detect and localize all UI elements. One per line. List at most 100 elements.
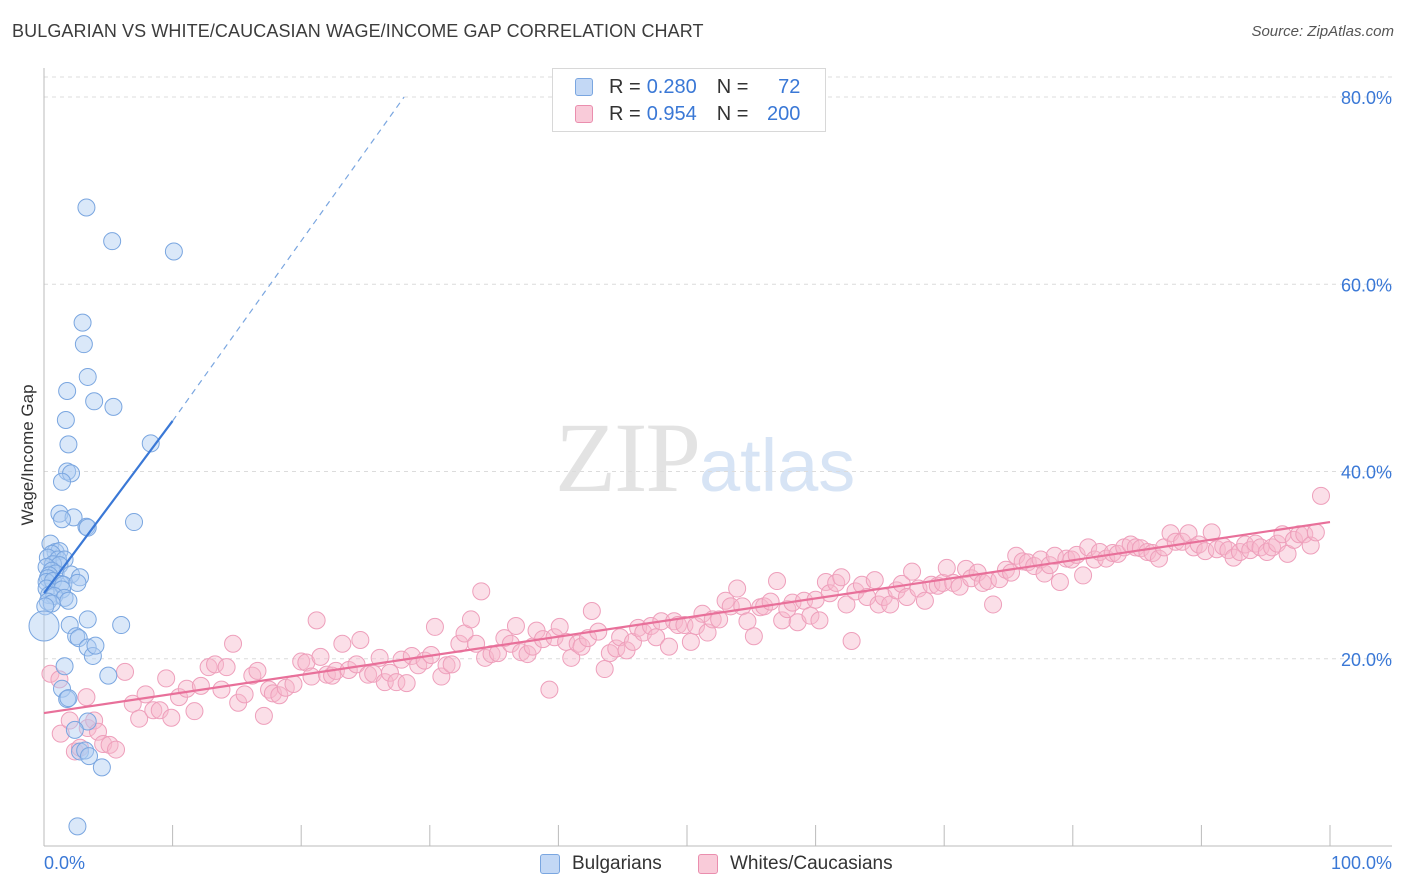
trend-line-bulgarians <box>43 420 174 594</box>
data-point-whites <box>1311 486 1330 505</box>
data-point-bulgarians <box>103 232 122 251</box>
data-point-whites <box>51 724 70 743</box>
data-point-bulgarians <box>58 690 77 709</box>
data-point-bulgarians <box>112 616 131 635</box>
y-tick-label: 40.0% <box>1341 463 1392 483</box>
data-point-whites <box>224 634 243 653</box>
data-point-whites <box>425 617 444 636</box>
data-point-whites <box>710 610 729 629</box>
data-point-whites <box>461 610 480 629</box>
data-point-whites <box>397 674 416 693</box>
legend-row-whites: R = 0.954 N = 200 <box>575 102 800 126</box>
data-point-whites <box>144 701 163 720</box>
data-point-whites <box>217 658 236 677</box>
axes <box>43 68 1392 847</box>
trend-line-bulgarians-extension <box>172 96 405 422</box>
data-point-whites <box>85 711 104 730</box>
data-point-whites <box>1074 566 1093 585</box>
grid-lines <box>44 76 1392 660</box>
data-point-whites <box>41 664 60 683</box>
data-point-whites <box>302 667 321 686</box>
data-point-bulgarians <box>56 411 75 430</box>
data-point-whites <box>116 662 135 681</box>
data-point-whites <box>744 627 763 646</box>
data-point-whites <box>623 632 642 651</box>
data-point-whites <box>162 708 181 727</box>
y-tick-label: 80.0% <box>1341 88 1392 108</box>
data-point-whites <box>107 740 126 759</box>
data-point-whites <box>77 688 96 707</box>
data-point-bulgarians <box>64 508 83 527</box>
data-point-whites <box>832 568 851 587</box>
data-point-bulgarians <box>78 610 97 629</box>
bottom-legend-whites: Whites/Caucasians <box>698 852 893 876</box>
data-point-bulgarians <box>77 198 96 217</box>
data-point-whites <box>827 573 846 592</box>
data-point-whites <box>185 702 204 721</box>
data-point-whites <box>1284 530 1303 549</box>
data-point-whites <box>387 673 406 692</box>
data-point-whites <box>810 611 829 630</box>
data-point-bulgarians <box>58 381 77 400</box>
data-point-whites <box>937 558 956 577</box>
data-point-bulgarians <box>59 591 78 610</box>
trend-line-whites <box>43 520 1331 715</box>
data-point-bulgarians <box>28 610 60 642</box>
data-point-bulgarians <box>53 510 72 529</box>
data-point-whites <box>100 735 119 754</box>
data-point-whites <box>191 676 210 695</box>
watermark: ZIPatlas <box>555 400 855 515</box>
data-point-bulgarians <box>59 435 78 454</box>
data-point-whites <box>647 628 666 647</box>
data-point-whites <box>842 631 861 650</box>
data-point-whites <box>733 597 752 616</box>
data-point-whites <box>506 616 525 635</box>
data-point-bulgarians <box>60 616 79 635</box>
legend-n-label: N = <box>716 102 749 125</box>
data-point-whites <box>595 660 614 679</box>
data-point-whites <box>472 582 491 601</box>
legend-r-value: 0.280 <box>646 75 697 98</box>
data-point-whites <box>297 653 316 672</box>
bottom-legend-bulgarians: Bulgarians <box>540 852 662 876</box>
data-point-whites <box>351 631 370 650</box>
y-tick-label: 20.0% <box>1341 650 1392 670</box>
data-point-whites <box>1121 535 1140 554</box>
source-label: Source: ZipAtlas.com <box>1251 23 1394 40</box>
data-point-whites <box>801 606 820 625</box>
data-point-bulgarians <box>83 646 102 665</box>
data-point-whites <box>254 706 273 725</box>
data-point-whites <box>512 643 531 662</box>
data-point-bulgarians <box>73 313 92 332</box>
legend-r-label: R = <box>609 75 641 98</box>
tick-labels: 20.0% 40.0% 60.0% 80.0% 0.0% 100.0% <box>44 88 1392 873</box>
data-point-whites <box>716 591 735 610</box>
data-point-whites <box>432 667 451 686</box>
data-point-whites <box>1236 535 1255 554</box>
data-point-bulgarians <box>71 742 90 761</box>
data-point-bulgarians <box>53 472 72 491</box>
data-point-whites <box>212 680 231 699</box>
data-point-bulgarians <box>69 629 88 648</box>
data-point-whites <box>1196 542 1215 561</box>
data-point-whites <box>1306 523 1325 542</box>
x-tick-label: 0.0% <box>44 853 85 873</box>
data-point-whites <box>837 595 856 614</box>
data-point-whites <box>270 686 289 705</box>
data-point-whites <box>915 591 934 610</box>
data-point-bulgarians <box>68 573 87 592</box>
watermark-atlas: atlas <box>699 424 856 507</box>
data-point-whites <box>668 616 687 635</box>
data-point-bulgarians <box>104 397 123 416</box>
legend-n-value: 72 <box>778 75 801 98</box>
data-point-whites <box>865 571 884 590</box>
data-point-bulgarians <box>67 627 86 646</box>
data-point-bulgarians <box>53 679 72 698</box>
data-point-bulgarians <box>92 758 111 777</box>
data-point-whites <box>206 655 225 674</box>
data-point-whites <box>773 611 792 630</box>
legend-row-bulgarians: R = 0.280 N = 72 <box>575 75 800 99</box>
data-point-whites <box>1013 552 1032 571</box>
data-point-whites <box>136 685 155 704</box>
data-point-bulgarians <box>74 335 93 354</box>
